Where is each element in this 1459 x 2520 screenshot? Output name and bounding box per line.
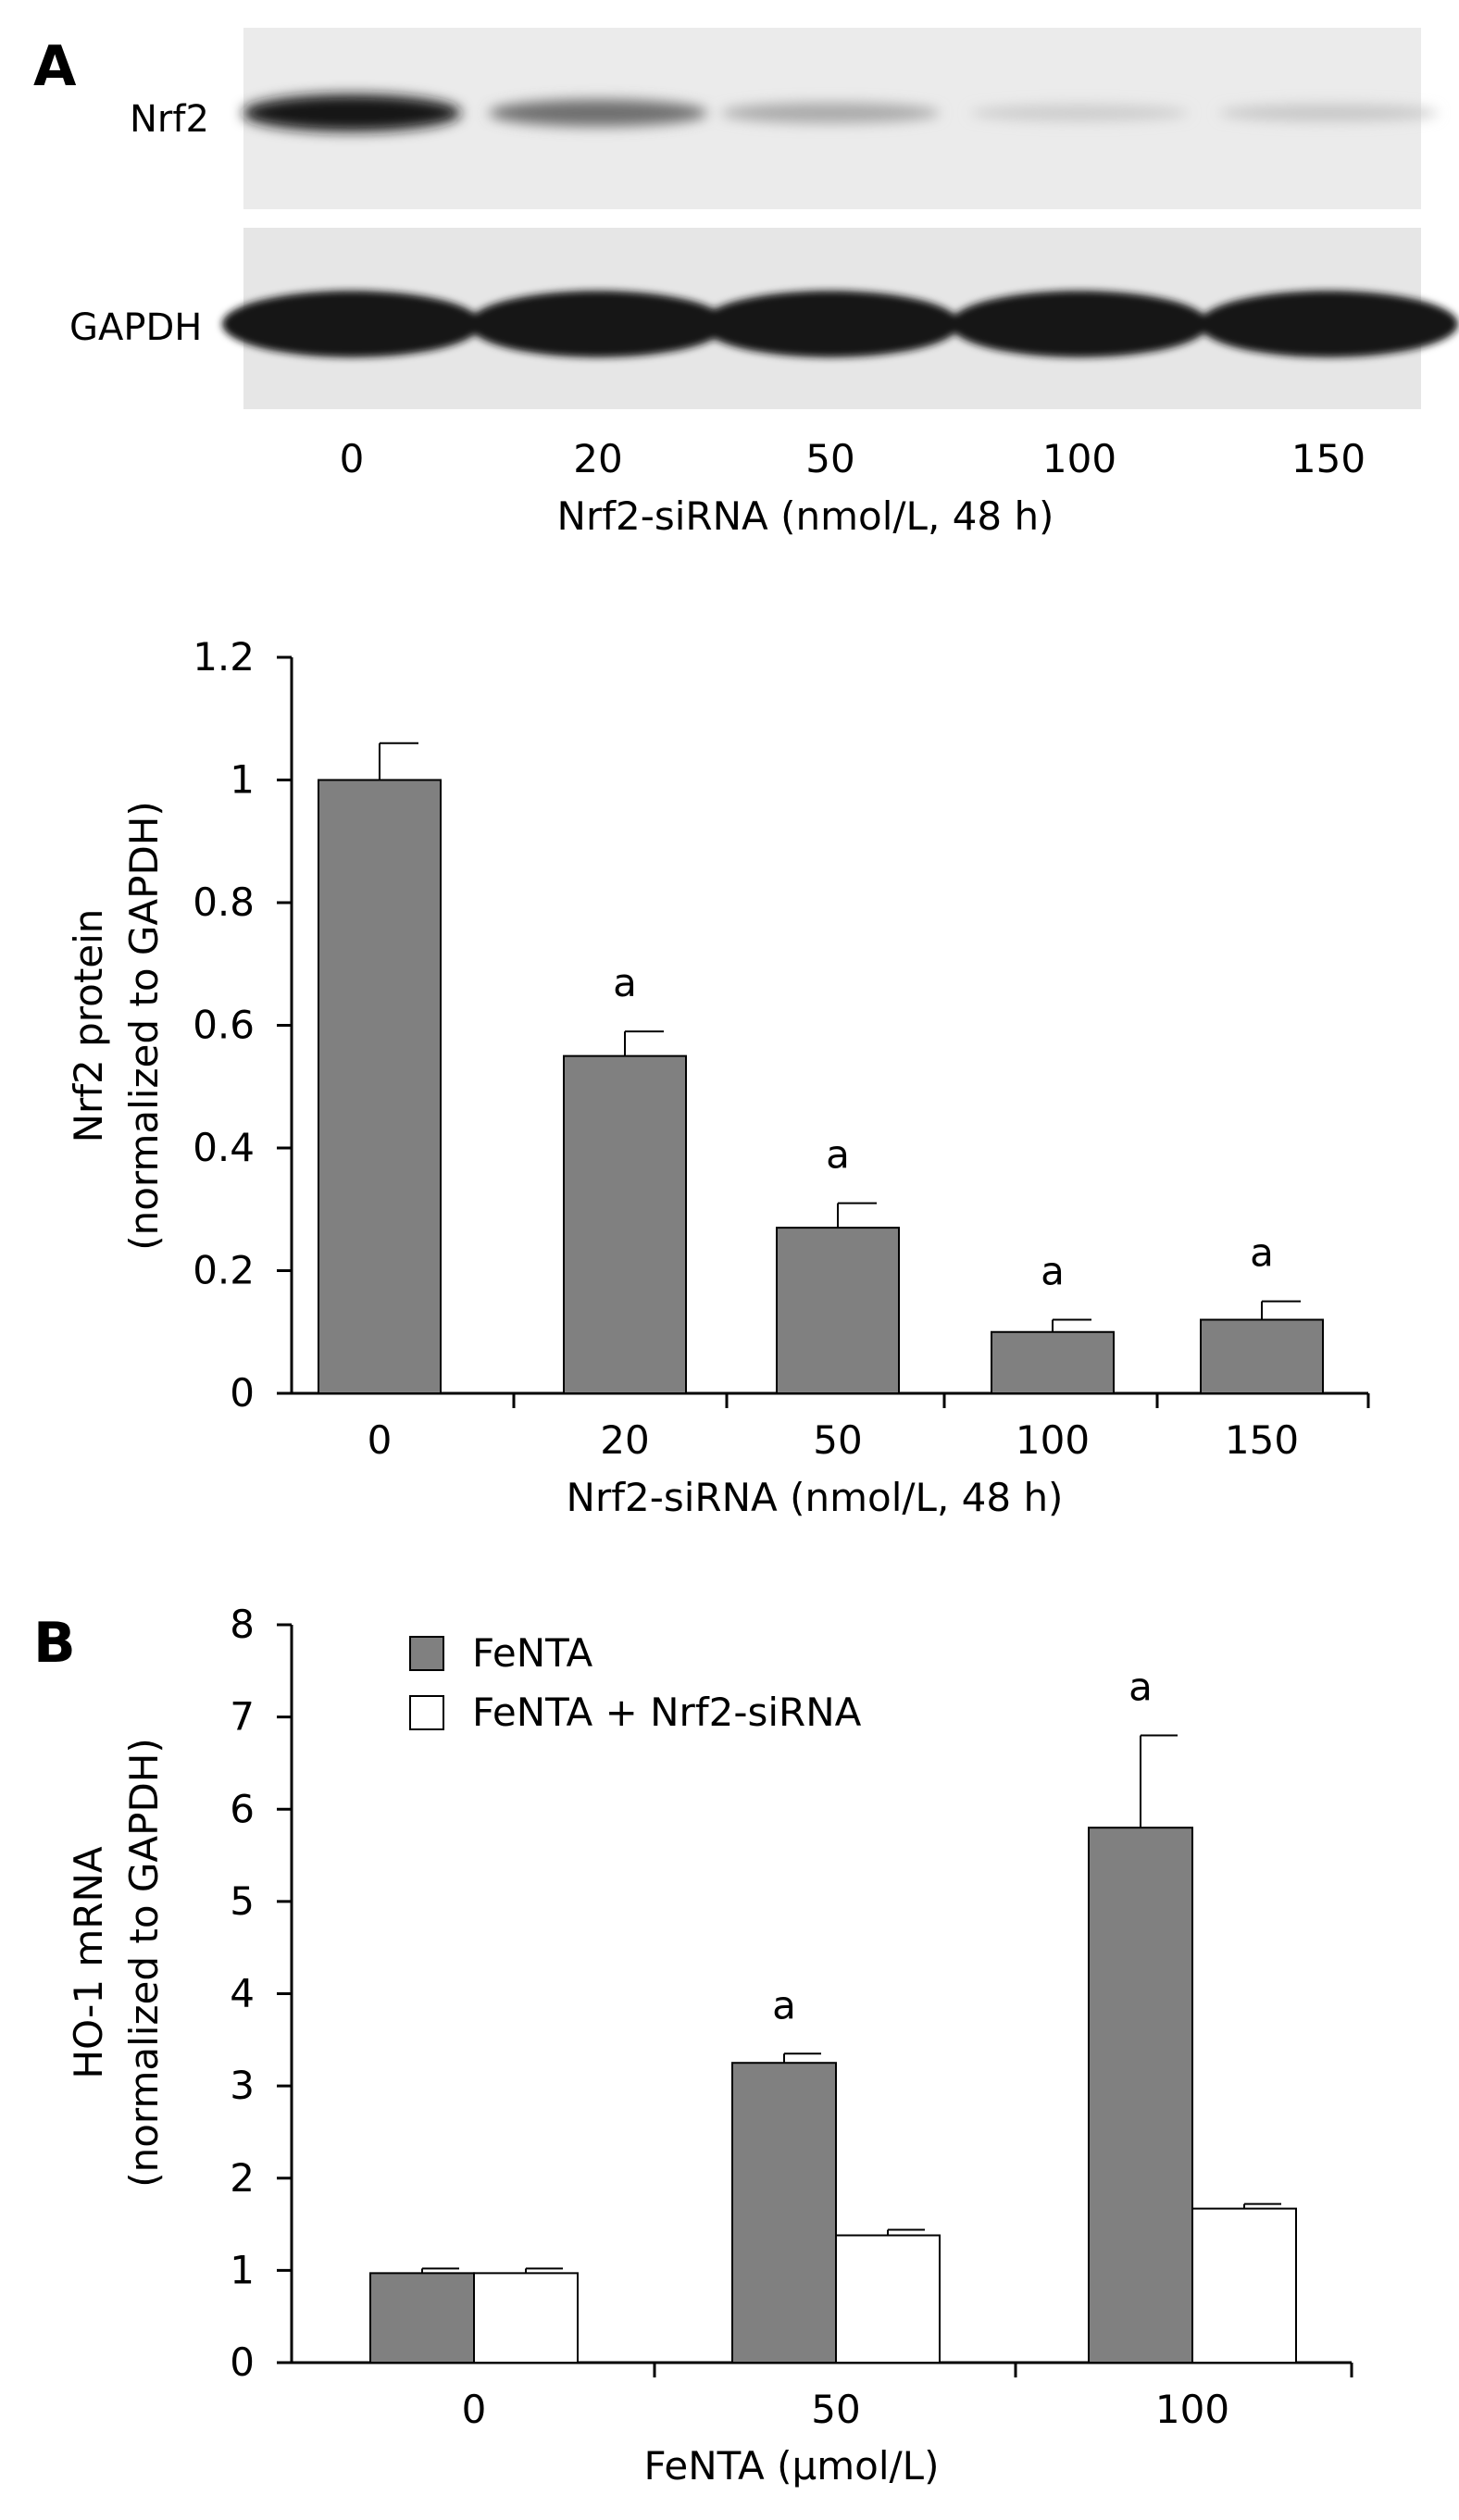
chart-a-ylabel: Nrf2 protein	[66, 909, 111, 1143]
x-tick-label: 50	[811, 2387, 860, 2432]
chart-b-ylabel: HO-1 mRNA	[66, 1846, 111, 2079]
legend-label-fenta: FeNTA	[472, 1630, 593, 1676]
y-tick-label: 6	[230, 1786, 255, 1831]
y-tick-label: 0.4	[193, 1125, 255, 1170]
y-tick-label: 4	[230, 1971, 255, 2016]
chart-b-ylabel-line2: (normalized to GAPDH)	[121, 1738, 167, 2188]
bar	[1088, 1827, 1193, 2364]
bar	[776, 1227, 900, 1394]
blot-row-label-gapdh: GAPDH	[69, 306, 202, 349]
significance-label: a	[826, 1132, 850, 1178]
chart-a-x-ticks: 0 20 50 100 150	[368, 1393, 1370, 1463]
blot-lane-label: 50	[805, 436, 854, 481]
chart-b-bars: aa	[369, 1665, 1297, 2364]
nrf2-band	[1219, 104, 1438, 122]
blot-lane-label: 0	[340, 436, 365, 481]
bar	[1200, 1318, 1324, 1394]
x-tick-label: 50	[813, 1417, 862, 1463]
blot-xlabel: Nrf2-siRNA (nmol/L, 48 h)	[557, 493, 1054, 539]
gapdh-band	[468, 291, 728, 357]
x-tick-label: 0	[462, 2387, 487, 2432]
gapdh-band	[1199, 291, 1458, 357]
bar	[991, 1330, 1115, 1394]
nrf2-band	[970, 104, 1189, 122]
legend-swatch-fenta-sirna	[409, 1695, 444, 1730]
significance-label: a	[1129, 1665, 1153, 1710]
y-tick-label: 1	[230, 2247, 255, 2292]
nrf2-band	[721, 102, 940, 124]
y-tick-label: 0.2	[193, 1248, 255, 1293]
x-tick-label: 150	[1225, 1417, 1299, 1463]
y-tick-label: 0.8	[193, 880, 255, 925]
blot-lane-label: 100	[1042, 436, 1116, 481]
panel-b-label: B	[33, 1611, 76, 1676]
y-tick-label: 2	[230, 2155, 255, 2201]
bar	[835, 2234, 941, 2364]
legend-label-fenta-sirna: FeNTA + Nrf2-siRNA	[472, 1690, 862, 1735]
x-tick-label: 20	[600, 1417, 649, 1463]
nrf2-band	[243, 94, 461, 131]
chart-a-bars: a a a a	[318, 742, 1324, 1394]
chart-a-xlabel: Nrf2-siRNA (nmol/L, 48 h)	[567, 1475, 1064, 1520]
bar	[563, 1054, 687, 1394]
chart-b-legend: FeNTA FeNTA + Nrf2-siRNA	[409, 1630, 862, 1735]
bar	[731, 2062, 837, 2364]
y-tick-label: 5	[230, 1878, 255, 1924]
gapdh-band	[950, 291, 1209, 357]
gapdh-bands	[222, 291, 1458, 357]
nrf2-band	[489, 99, 707, 127]
y-tick-label: 0	[230, 1370, 255, 1416]
chart-a: 0 0.2 0.4 0.6 0.8 1 1.2 0 20 50 100 150 a a a a Nrf2 …	[66, 634, 1370, 1520]
panel-a-label: A	[33, 34, 77, 99]
bar	[1191, 2207, 1297, 2364]
gapdh-band	[701, 291, 960, 357]
blot-lane-label: 20	[573, 436, 622, 481]
y-tick-label: 1	[230, 757, 255, 803]
significance-label: a	[1041, 1249, 1065, 1294]
x-tick-label: 100	[1155, 2387, 1229, 2432]
x-tick-label: 0	[368, 1417, 393, 1463]
bar	[318, 779, 442, 1394]
y-tick-label: 7	[230, 1694, 255, 1740]
bar	[369, 2272, 475, 2364]
gapdh-band	[222, 291, 481, 357]
y-tick-label: 8	[230, 1602, 255, 1647]
y-tick-label: 0	[230, 2339, 255, 2385]
chart-b-x-ticks: 0 50 100	[462, 2363, 1353, 2432]
blot-lane-labels: 0 20 50 100 150	[340, 436, 1365, 481]
legend-swatch-fenta	[409, 1636, 444, 1671]
significance-label: a	[613, 960, 637, 1005]
chart-a-y-ticks: 0 0.2 0.4 0.6 0.8 1 1.2	[193, 634, 292, 1416]
significance-label: a	[1250, 1230, 1274, 1276]
y-tick-label: 1.2	[193, 634, 255, 680]
chart-b-y-ticks: 0 1 2 3 4 5 6 7 8	[230, 1602, 292, 2385]
y-tick-label: 3	[230, 2063, 255, 2108]
blot-row-label-nrf2: Nrf2	[130, 98, 209, 141]
y-tick-label: 0.6	[193, 1003, 255, 1048]
x-tick-label: 100	[1016, 1417, 1090, 1463]
blot-lane-label: 150	[1291, 436, 1365, 481]
significance-label: a	[772, 1982, 796, 2027]
nrf2-bands	[243, 94, 1438, 131]
chart-b-xlabel: FeNTA (μmol/L)	[644, 2443, 940, 2489]
chart-a-ylabel-line2: (normalized to GAPDH)	[121, 801, 167, 1251]
bar	[473, 2272, 579, 2364]
